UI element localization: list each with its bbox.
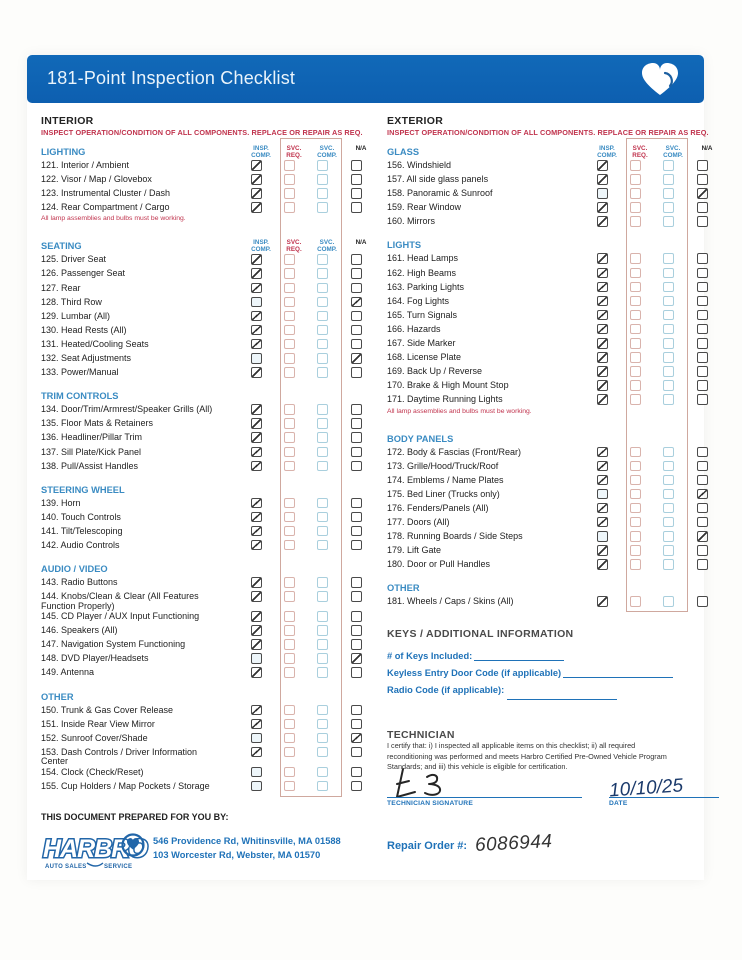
svg-text:AUTO SALES: AUTO SALES [45, 864, 87, 870]
svg-text:SERVICE: SERVICE [104, 864, 132, 870]
